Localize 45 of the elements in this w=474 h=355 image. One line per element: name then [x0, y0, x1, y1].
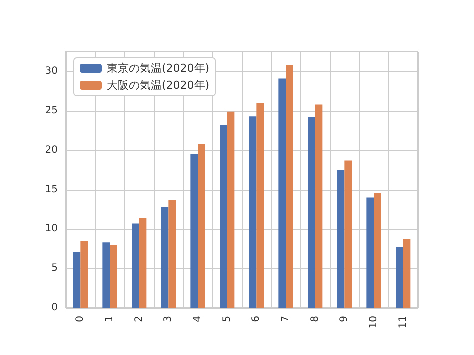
bar	[227, 112, 235, 308]
bar	[132, 224, 140, 308]
bar	[110, 244, 118, 308]
x-tick-label: 4	[192, 316, 204, 322]
x-tick-label: 11	[398, 316, 409, 329]
bar	[308, 117, 316, 308]
legend-label: 大阪の気温(2020年)	[107, 79, 210, 92]
bar	[366, 198, 374, 308]
x-tick-label: 7	[280, 316, 292, 322]
y-tick-label: 5	[52, 263, 58, 274]
y-tick-label: 0	[52, 302, 58, 314]
bar	[374, 192, 382, 308]
bar	[286, 65, 294, 308]
x-tick-label: 5	[222, 316, 233, 322]
y-tick-label: 10	[45, 224, 58, 235]
legend-label: 東京の気温(2020年)	[107, 62, 210, 75]
y-tick-label: 30	[45, 66, 58, 78]
x-tick-label: 1	[104, 316, 116, 322]
bar	[139, 218, 147, 308]
bar	[396, 247, 404, 308]
x-tick-label: 6	[251, 316, 262, 322]
bar	[73, 252, 81, 308]
bar	[80, 241, 88, 308]
y-tick-label: 25	[45, 106, 58, 117]
x-tick-label: 10	[368, 316, 380, 329]
y-tick-label: 20	[45, 144, 58, 156]
bar	[278, 78, 286, 308]
bar	[102, 242, 110, 308]
bar	[198, 144, 206, 308]
x-tick-label: 3	[163, 316, 174, 322]
bar	[168, 200, 176, 308]
bar	[337, 170, 345, 308]
bar	[220, 125, 228, 308]
bar	[315, 104, 323, 308]
bar	[161, 207, 169, 308]
x-tick-label: 8	[310, 316, 321, 322]
x-tick-label: 2	[134, 316, 145, 322]
bar	[249, 116, 257, 308]
x-tick-label: 9	[339, 316, 350, 322]
bar	[344, 160, 352, 308]
bar	[256, 103, 264, 308]
y-tick-label: 15	[45, 184, 58, 196]
bar	[190, 154, 198, 308]
x-tick-label: 0	[75, 316, 86, 322]
bar	[403, 239, 411, 308]
